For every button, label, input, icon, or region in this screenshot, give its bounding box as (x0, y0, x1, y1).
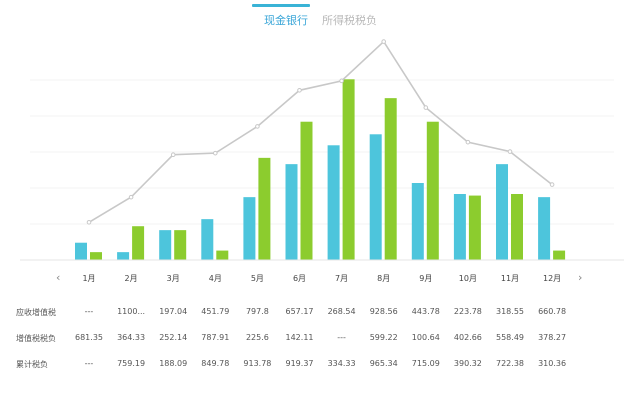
table-cell: --- (84, 359, 94, 368)
table-cell: 188.09 (159, 359, 188, 368)
tab-bar: 现金银行 所得税税负 (0, 0, 644, 36)
x-tick-label-7: 7月 (335, 274, 348, 283)
table-cell: 849.78 (201, 359, 230, 368)
bar-series-2-10 (468, 195, 481, 260)
table-cell: 681.35 (75, 333, 103, 342)
data-table: 应收增值税 增值税税负 累计税负 --- 1100... 197.04 451.79 7… (0, 294, 644, 410)
table-cell: 919.37 (285, 359, 314, 368)
bar-series-1-5 (243, 197, 256, 260)
tab-cash-bank[interactable]: 现金银行 (264, 14, 308, 27)
trend-point-7 (339, 78, 344, 84)
bar-series-1-10 (453, 194, 466, 260)
bar-series-1-8 (369, 134, 382, 260)
trend-line (88, 40, 553, 223)
x-tick-label-3: 3月 (167, 274, 180, 283)
row-label-cumulative-burden: 累计税负 (16, 360, 48, 369)
trend-point-2 (128, 194, 134, 200)
x-tick-label-8: 8月 (377, 274, 390, 283)
x-tick-label-2: 2月 (125, 274, 138, 283)
table-cell: 225.6 (245, 333, 269, 342)
table-cell: 451.79 (201, 307, 230, 316)
table-cell: 142.11 (285, 333, 314, 342)
table-cell: 318.55 (496, 307, 524, 316)
table-cell: 443.78 (411, 307, 440, 316)
trend-point-11 (507, 149, 513, 154)
table-cell: --- (84, 307, 94, 316)
active-tab-indicator (252, 4, 310, 7)
tab-income-tax-burden[interactable]: 所得税税负 (322, 14, 377, 27)
x-tick-label-1: 1月 (82, 274, 95, 283)
bar-series-1-4 (201, 219, 214, 260)
row-label-vat-burden: 增值税税负 (16, 334, 56, 343)
table-cell: 558.49 (496, 333, 524, 342)
table-cell: 310.36 (538, 359, 567, 368)
bar-series-2-6 (300, 121, 313, 260)
table-cell: 402.66 (453, 333, 482, 342)
table-cell: 334.33 (327, 359, 356, 368)
bar-series-1-7 (327, 145, 340, 260)
bar-series-2-2 (132, 226, 145, 260)
table-cell: 928.56 (369, 307, 398, 316)
bar-series-2-8 (384, 98, 397, 261)
x-tick-label-9: 9月 (419, 274, 432, 283)
table-cell: 364.33 (117, 333, 146, 342)
table-cell: 100.64 (411, 333, 440, 342)
bar-series-2-9 (426, 121, 439, 260)
next-arrow-icon[interactable]: › (578, 271, 583, 284)
trend-point-12 (549, 182, 555, 187)
bar-series-1-9 (411, 183, 424, 260)
trend-point-3 (170, 152, 176, 158)
table-cell: 913.78 (243, 359, 272, 368)
table-cell: 660.78 (538, 307, 567, 316)
bar-series-2-7 (342, 79, 355, 261)
bar-series-2-1 (90, 252, 102, 260)
table-cell: 715.09 (411, 359, 440, 368)
bar-series-2-3 (174, 230, 187, 260)
table-cell: 797.8 (245, 307, 269, 316)
table-cell: 1100... (117, 307, 146, 316)
bar-series-1-2 (117, 252, 130, 260)
x-tick-label-6: 6月 (293, 274, 306, 283)
trend-point-9 (423, 105, 429, 110)
table-cell: 268.54 (327, 307, 356, 316)
trend-point-6 (297, 87, 302, 93)
bar-series-1-1 (75, 242, 87, 260)
table-cell: 378.27 (538, 333, 567, 342)
trend-point-10 (465, 139, 471, 145)
x-tick-label-5: 5月 (251, 274, 264, 283)
bar-series-2-12 (553, 250, 566, 260)
table-cell: 965.34 (369, 359, 398, 368)
x-tick-label-11: 11月 (501, 274, 519, 283)
bar-series-2-11 (511, 194, 523, 260)
trend-point-5 (255, 124, 260, 129)
bar-series-1-11 (496, 164, 508, 260)
table-cell: 390.32 (453, 359, 482, 368)
x-tick-label-10: 10月 (459, 274, 477, 283)
table-cell: 599.22 (369, 333, 398, 342)
table-cell: 759.19 (117, 359, 146, 368)
bar-series-1-6 (285, 164, 298, 260)
table-cell: 722.38 (496, 359, 524, 368)
bar-line-chart: 1月 2月 3月 4月 5月 6月 7月 8月 9月 10月 11月 12月 (20, 39, 624, 283)
table-cell: 252.14 (159, 333, 188, 342)
bar-series-1-12 (538, 197, 551, 260)
table-cell: --- (337, 333, 346, 342)
trend-point-4 (213, 150, 218, 156)
trend-point-8 (381, 39, 387, 44)
table-cell: 787.91 (201, 333, 230, 342)
bar-series-2-5 (258, 157, 271, 260)
row-label-vat-receivable: 应收增值税 (16, 308, 56, 317)
prev-arrow-icon[interactable]: ‹ (56, 271, 61, 284)
bar-series-1-3 (159, 230, 172, 260)
trend-point-1 (86, 219, 92, 225)
x-tick-label-12: 12月 (543, 274, 561, 283)
table-cell: 657.17 (285, 307, 314, 316)
table-cell: 223.78 (453, 307, 482, 316)
x-tick-label-4: 4月 (209, 274, 222, 283)
table-cell: 197.04 (159, 307, 188, 316)
bar-series-2-4 (216, 250, 229, 260)
